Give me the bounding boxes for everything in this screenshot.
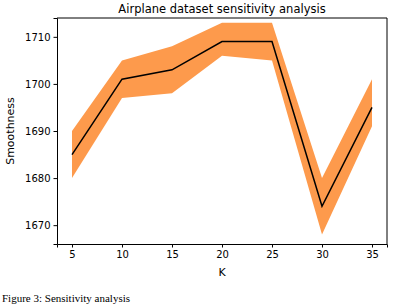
tick-mark — [54, 131, 58, 132]
tick-label: 30 — [316, 249, 329, 260]
y-axis-line — [54, 19, 58, 245]
tick-mark — [122, 244, 123, 248]
tick: 1690 — [25, 126, 57, 137]
y-label: Smoothness — [4, 97, 17, 165]
tick: 1680 — [25, 173, 57, 184]
tick-label: 1710 — [25, 32, 50, 43]
tick-label: 1670 — [25, 220, 50, 231]
tick-label: 15 — [166, 249, 179, 260]
caption: Figure 3: Sensitivity analysis — [2, 292, 130, 304]
plot-area: 5 10 15 20 25 30 35 1670 1680 1690 1700 1710 — [25, 18, 387, 260]
tick: 20 — [216, 244, 229, 260]
marks — [72, 23, 372, 235]
tick-mark — [272, 244, 273, 248]
tick: 25 — [266, 244, 279, 260]
tick-label: 25 — [266, 249, 279, 260]
tick-mark — [72, 244, 73, 248]
tick: 1700 — [25, 79, 57, 90]
tick: 15 — [166, 244, 179, 260]
frame-top — [57, 18, 387, 19]
tick-label: 20 — [216, 249, 229, 260]
frame-right — [387, 18, 388, 244]
chart: 5 10 15 20 25 30 35 1670 1680 1690 1700 1710 Airplan… — [0, 0, 400, 308]
tick-label: 5 — [69, 249, 75, 260]
tick-mark — [322, 244, 323, 248]
line — [72, 42, 372, 207]
tick-mark — [54, 225, 58, 226]
x-axis: 5 10 15 20 25 30 35 — [58, 244, 388, 260]
tick-label: 10 — [116, 249, 129, 260]
tick-mark — [172, 244, 173, 248]
tick-label: 35 — [366, 249, 379, 260]
tick: 1710 — [25, 32, 57, 43]
y-axis: 1670 1680 1690 1700 1710 — [25, 19, 57, 245]
title: Airplane dataset sensitivity analysis — [118, 2, 325, 16]
tick: 30 — [316, 244, 329, 260]
tick: 35 — [366, 244, 379, 260]
tick-mark — [372, 244, 373, 248]
tick: 10 — [116, 244, 129, 260]
tick: 5 — [69, 244, 75, 260]
tick-mark — [54, 84, 58, 85]
tick-mark — [54, 178, 58, 179]
tick-label: 1700 — [25, 79, 50, 90]
error-band — [72, 23, 372, 235]
x-label: K — [218, 266, 226, 279]
x-axis-line — [58, 245, 388, 248]
tick-label: 1690 — [25, 126, 50, 137]
tick-label: 1680 — [25, 173, 50, 184]
tick: 1670 — [25, 220, 57, 231]
tick-mark — [222, 244, 223, 248]
tick-mark — [54, 37, 58, 38]
